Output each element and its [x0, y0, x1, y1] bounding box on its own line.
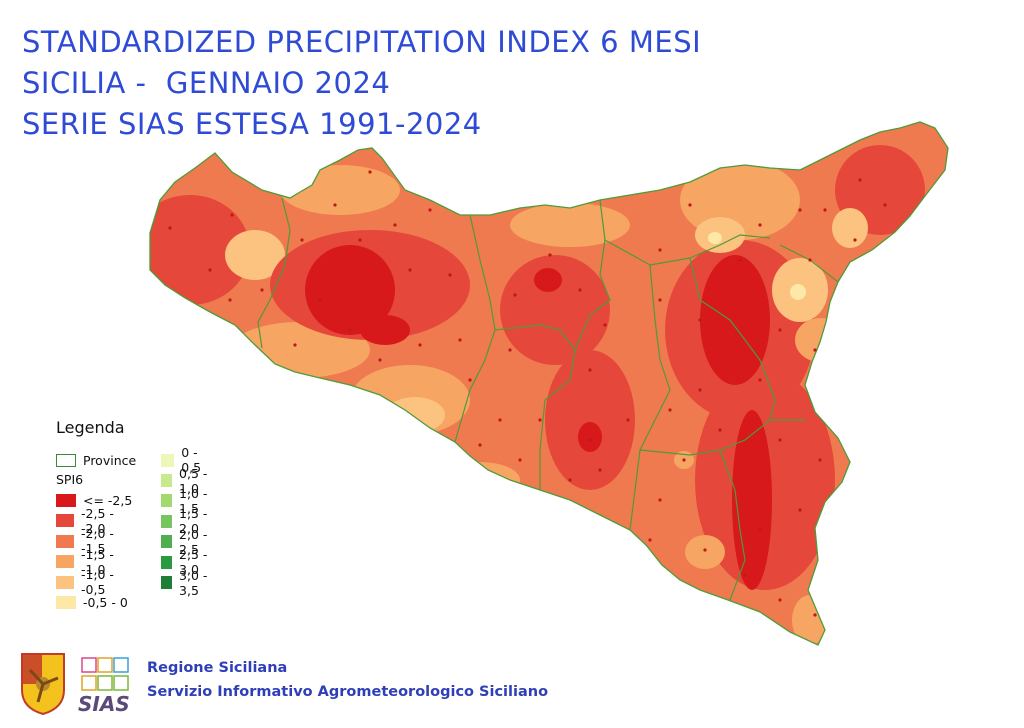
legend-swatch	[56, 596, 76, 610]
legend-class-label: -1,0 - -0,5	[81, 567, 114, 598]
legend-swatch	[56, 514, 75, 528]
title-line-2: SICILIA - GENNAIO 2024	[22, 66, 391, 100]
footer-line-2: Servizio Informativo Agrometeorologico S…	[147, 684, 549, 700]
legend-swatch	[161, 514, 173, 528]
legend-class-dry-1: -2,5 - -2,0	[56, 506, 136, 536]
legend-class-wet-3: 1,5 - 2,0	[161, 506, 208, 536]
province-swatch	[56, 453, 76, 467]
legend-swatch	[56, 555, 75, 569]
legend-class-dry-4: -1,0 - -0,5	[56, 567, 136, 597]
regione-siciliana-logo	[21, 653, 65, 716]
legend-class-wet-2: 1,0 - 1,5	[161, 486, 208, 516]
footer-line-1: Regione Siciliana	[147, 660, 288, 676]
legend-province: Province	[56, 450, 136, 470]
sias-logo-text: SIAS	[78, 692, 130, 716]
title-line-1: STANDARDIZED PRECIPITATION INDEX 6 MESI	[22, 25, 702, 59]
spi-surface	[150, 122, 948, 645]
legend-class-label: -1,5 - -1,0	[81, 546, 114, 577]
legend-class-dry-3: -1,5 - -1,0	[56, 547, 136, 577]
legend-class-label: 3,0 - 3,5	[179, 567, 208, 598]
legend-swatch	[56, 494, 76, 508]
legend-swatch	[161, 555, 173, 569]
legend-class-label: 0 - 0,5	[181, 445, 202, 476]
legend-swatch	[161, 474, 173, 488]
province-label: Province	[83, 452, 137, 468]
sias-logo	[81, 657, 129, 691]
legend-title: Legenda	[56, 418, 125, 437]
legend-class-label: 2,0 - 2,5	[179, 526, 208, 557]
legend-class-dry-5: -0,5 - 0	[56, 592, 136, 612]
spi-label: SPI6	[56, 472, 84, 488]
legend-col-dry: Province SPI6 <= -2,5 -2,5 - -2,0 -2,0 - -…	[56, 450, 136, 613]
legend-class-wet-6: 3,0 - 3,5	[161, 568, 208, 598]
legend-col-wet: 0 - 0,5 0,5 - 1,0 1,0 - 1,5 1,5 - 2,0 2,0 - …	[161, 445, 208, 598]
legend-swatch	[161, 453, 175, 467]
legend-class-wet-5: 2,5 - 3,0	[161, 547, 208, 577]
legend-swatch	[161, 494, 173, 508]
legend-class-label: -0,5 - 0	[83, 595, 128, 611]
title-line-3: SERIE SIAS ESTESA 1991-2024	[22, 107, 482, 141]
legend-class-wet-0: 0 - 0,5	[161, 445, 208, 475]
legend-class-label: -2,5 - -2,0	[81, 505, 114, 536]
map-title: STANDARDIZED PRECIPITATION INDEX 6 MESI …	[22, 22, 701, 145]
legend-swatch	[56, 534, 75, 548]
legend-class-wet-4: 2,0 - 2,5	[161, 527, 208, 557]
legend-swatch	[161, 535, 173, 549]
legend-class-dry-0: <= -2,5	[56, 490, 136, 510]
legend-class-label: <= -2,5	[83, 493, 133, 509]
legend-swatch	[56, 575, 75, 589]
legend-class-label: 1,0 - 1,5	[179, 485, 208, 516]
legend-class-label: 2,5 - 3,0	[179, 547, 208, 578]
legend-class-label: 0,5 - 1,0	[179, 465, 208, 496]
footer-text: Regione Siciliana Servizio Informativo A…	[147, 656, 548, 704]
legend-class-label: -2,0 - -1,5	[81, 526, 114, 557]
footer: SIAS Regione Siciliana Servizio Informat…	[0, 644, 1024, 724]
legend-class-dry-2: -2,0 - -1,5	[56, 526, 136, 556]
legend: Legenda Province SPI6 <= -2,5 -2,5 - -2,0…	[56, 418, 207, 610]
legend-swatch	[161, 576, 173, 590]
legend-class-label: 1,5 - 2,0	[179, 506, 208, 537]
station-points	[168, 170, 887, 617]
legend-class-wet-1: 0,5 - 1,0	[161, 466, 208, 496]
